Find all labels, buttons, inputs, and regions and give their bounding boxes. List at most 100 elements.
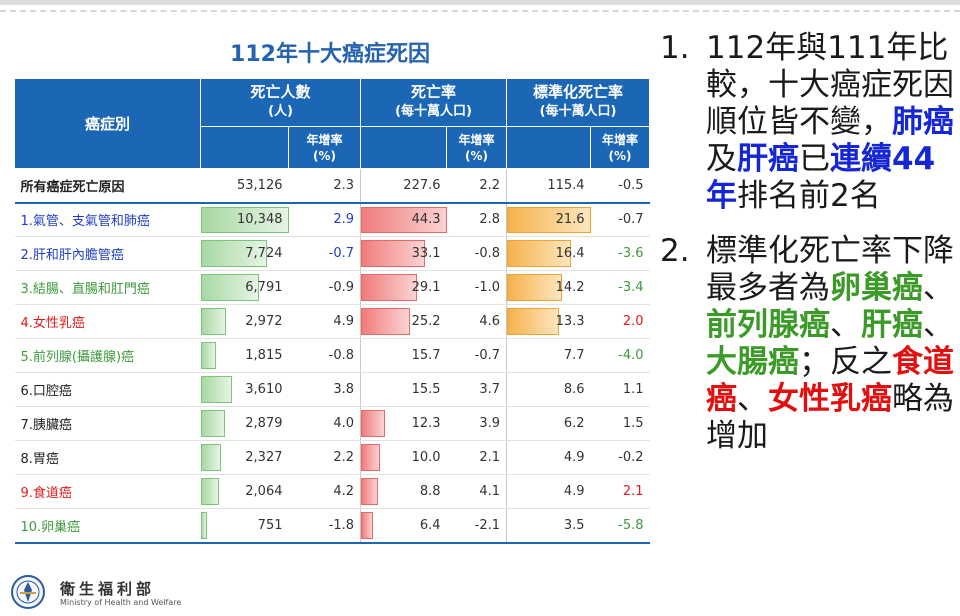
std-growth-cell: -0.7 [590, 201, 650, 237]
row-name: 6.口腔癌 [14, 372, 201, 407]
table-row: 1.氣管、支氣管和肺癌 10,348 2.9 44.3 2.8 21.6 -0.… [14, 201, 650, 237]
table-row: 4.女性乳癌 2,972 4.9 25.2 4.6 13.3 2.0 [14, 304, 650, 339]
header-spacer [506, 126, 592, 169]
note-text: 及 [706, 141, 737, 177]
deaths-cell: 53,126 [200, 168, 289, 203]
deaths-value: 10,348 [237, 212, 283, 228]
table-row: 6.口腔癌 3,610 3.8 15.5 3.7 8.6 1.1 [14, 372, 650, 407]
note-keyword: 前列腺癌 [706, 307, 830, 343]
row-name: 8.胃癌 [14, 440, 201, 475]
deaths-bar [200, 478, 219, 505]
note-text: ；反之 [799, 344, 892, 380]
rate-cell: 33.1 [360, 236, 447, 271]
top-rule [0, 0, 960, 5]
std-growth-cell: 2.0 [590, 304, 650, 339]
deaths-cell: 751 [200, 508, 289, 544]
rate-growth-cell: -1.0 [446, 270, 507, 305]
rate-cell: 12.3 [360, 406, 447, 441]
rate-bar [361, 478, 379, 505]
deaths-value: 2,879 [245, 416, 283, 431]
std-growth-cell: -0.2 [590, 440, 650, 475]
deaths-growth-cell: 4.2 [288, 474, 361, 509]
rate-bar [361, 444, 381, 471]
note-keyword: 肝癌 [861, 307, 923, 343]
deaths-cell: 3,610 [200, 372, 289, 407]
deaths-value: 1,815 [245, 348, 283, 363]
dashed-divider [0, 10, 960, 12]
table-row: 2.肝和肝內膽管癌 7,724 -0.7 33.1 -0.8 16.4 -3.6 [14, 236, 650, 271]
deaths-growth-cell: -1.8 [288, 508, 361, 544]
std-rate-bar [507, 308, 560, 335]
total-row: 所有癌症死亡原因 53,126 2.3 227.6 2.2 115.4 -0.5 [14, 168, 650, 203]
std-growth-cell: -0.5 [590, 168, 650, 203]
header-std-rate-label: 標準化死亡率 [533, 83, 624, 101]
rate-growth-cell: 4.6 [446, 304, 507, 339]
header-spacer [360, 126, 448, 169]
std-growth-cell: 1.5 [590, 406, 650, 441]
rate-bar [361, 410, 386, 437]
growth-unit: (%) [608, 148, 632, 163]
deaths-bar [200, 274, 259, 301]
header-deaths-unit: (人) [268, 104, 293, 119]
ministry-logo-icon [11, 575, 45, 609]
note-1-text: 112年與111年比較，十大癌症死因順位皆不變，肺癌及肝癌已連續44年排名前2名 [706, 30, 956, 215]
deaths-cell: 1,815 [200, 338, 289, 373]
growth-unit: (%) [313, 148, 336, 163]
growth-label: 年增率 [306, 132, 343, 147]
rate-cell: 227.6 [360, 168, 447, 203]
std-growth-cell: 1.1 [590, 372, 650, 407]
std-rate-value: 13.3 [555, 314, 585, 329]
std-rate-bar [507, 274, 563, 301]
note-text: 、 [923, 307, 954, 343]
rate-bar [361, 206, 448, 233]
note-1-index: 1. [660, 30, 690, 66]
rate-value: 10.0 [411, 450, 441, 465]
deaths-cell: 6,791 [200, 270, 289, 305]
std-rate-cell: 8.6 [506, 372, 591, 407]
note-2-index: 2. [660, 233, 690, 269]
rate-growth-cell: -0.8 [446, 236, 507, 271]
note-2: 2. 標準化死亡率下降最多者為卵巢癌、前列腺癌、肝癌、大腸癌；反之食道癌、女性乳… [660, 233, 956, 455]
deaths-value: 6,791 [245, 280, 283, 295]
summary-notes: 1. 112年與111年比較，十大癌症死因順位皆不變，肺癌及肝癌已連續44年排名… [660, 30, 956, 455]
note-text: 已 [799, 141, 830, 177]
rate-growth-cell: 2.8 [446, 201, 507, 237]
rate-cell: 15.5 [360, 372, 447, 407]
rate-cell: 25.2 [360, 304, 447, 339]
ministry-name-en: Ministry of Health and Welfare [60, 598, 182, 607]
deaths-bar [200, 308, 226, 335]
std-rate-bar [507, 240, 572, 267]
rate-bar [361, 274, 418, 301]
deaths-bar [200, 376, 232, 403]
table-row: 3.結腸、直腸和肛門癌 6,791 -0.9 29.1 -1.0 14.2 -3… [14, 270, 650, 305]
rate-value: 25.2 [411, 314, 441, 329]
rate-cell: 29.1 [360, 270, 447, 305]
rate-bar [361, 512, 374, 539]
table-title: 112年十大癌症死因 [230, 42, 430, 67]
note-text: 、 [923, 270, 954, 306]
deaths-growth-cell: -0.8 [288, 338, 361, 373]
rate-growth-cell: 3.9 [446, 406, 507, 441]
std-growth-cell: -3.6 [590, 236, 650, 271]
deaths-cell: 2,064 [200, 474, 289, 509]
rate-value: 29.1 [411, 280, 441, 295]
rate-value: 8.8 [419, 484, 441, 499]
rate-growth-cell: 4.1 [446, 474, 507, 509]
deaths-bar [200, 444, 221, 471]
rate-growth-cell: 3.7 [446, 372, 507, 407]
deaths-cell: 2,327 [200, 440, 289, 475]
note-text: 、 [737, 381, 768, 417]
header-std-rate-unit: (每十萬人口) [539, 104, 617, 119]
deaths-growth-cell: -0.7 [288, 236, 361, 271]
row-name: 所有癌症死亡原因 [14, 168, 201, 203]
std-rate-cell: 21.6 [506, 201, 592, 237]
deaths-bar [200, 410, 225, 437]
growth-label: 年增率 [458, 132, 495, 147]
header-std-rate: 標準化死亡率 (每十萬人口) [506, 78, 651, 127]
deaths-growth-cell: 2.2 [288, 440, 361, 475]
rate-growth-cell: -2.1 [446, 508, 507, 544]
table-row: 10.卵巢癌 751 -1.8 6.4 -2.1 3.5 -5.8 [14, 508, 650, 544]
row-name: 5.前列腺(攝護腺)癌 [14, 338, 201, 373]
rate-bar [361, 308, 411, 335]
header-rate-label: 死亡率 [411, 83, 457, 101]
